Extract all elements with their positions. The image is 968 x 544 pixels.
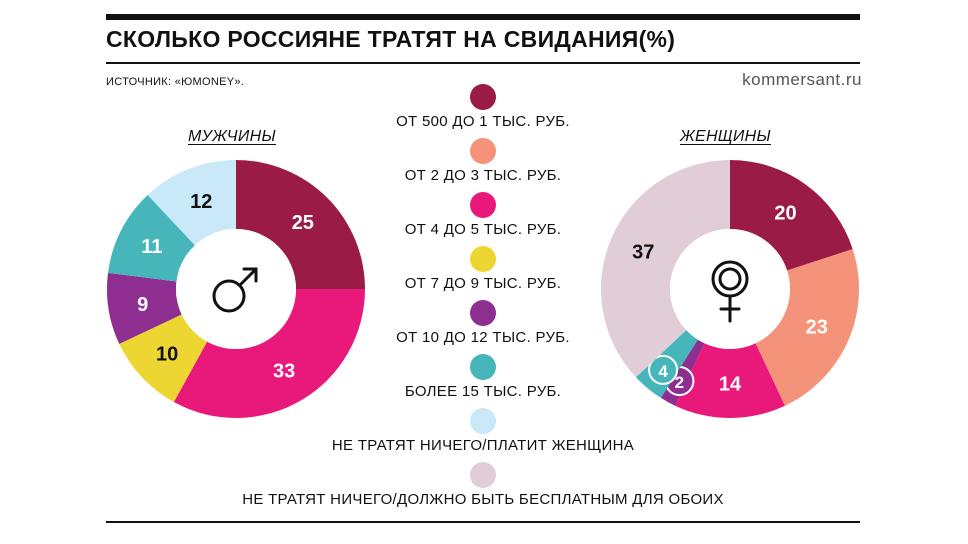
legend-swatch-7	[470, 462, 496, 488]
chart1-slice-1-value-label: 23	[806, 317, 828, 339]
male-symbol-icon	[212, 267, 258, 313]
chart0-center-hole	[176, 229, 296, 349]
legend-swatch-3	[470, 246, 496, 272]
legend-label-1: ОТ 2 ДО 3 ТЫС. РУБ.	[404, 167, 562, 184]
chart-title: СКОЛЬКО РОССИЯНЕ ТРАТЯТ НА СВИДАНИЯ(%)	[106, 26, 676, 52]
chart0-slice-0-value-label: 25	[292, 212, 314, 234]
chart0-slice-1	[173, 289, 365, 418]
legend-label-2: ОТ 4 ДО 5 ТЫС. РУБ.	[404, 221, 562, 238]
chart0-slice-2-value-label: 10	[156, 344, 178, 366]
chart1-slice-0-value-label: 20	[774, 203, 796, 225]
legend-label-4: ОТ 10 ДО 12 ТЫС. РУБ.	[396, 329, 570, 346]
legend-label-5: БОЛЕЕ 15 ТЫС. РУБ.	[404, 383, 562, 400]
women-chart-title: ЖЕНЩИНЫ	[680, 128, 771, 145]
chart0-slice-4-value-label: 11	[141, 236, 162, 258]
chart1-slice-1	[755, 249, 859, 406]
source-note: ИСТОЧНИК: «ЮMONEY».	[106, 76, 245, 88]
chart1-slice-2	[675, 343, 785, 418]
top-rule	[106, 14, 860, 20]
chart0-slice-0	[236, 160, 365, 289]
chart1-slice-2-value-label: 14	[719, 374, 742, 396]
legend-label-6: НЕ ТРАТЯТ НИЧЕГО/ПЛАТИТ ЖЕНЩИНА	[331, 437, 635, 454]
chart0-slice-5	[147, 160, 236, 246]
chart0-slice-4	[108, 194, 195, 282]
chart0-slice-2	[119, 314, 208, 403]
chart1-slice-4-value-label: 4	[658, 362, 668, 381]
bottom-rule	[106, 521, 860, 523]
chart1-slice-4-label-badge	[648, 354, 679, 385]
legend-label-7: НЕ ТРАТЯТ НИЧЕГО/ДОЛЖНО БЫТЬ БЕСПЛАТНЫМ …	[242, 491, 724, 508]
site-credit: kommersant.ru	[742, 70, 862, 89]
chart0-slice-5-value-label: 12	[190, 191, 212, 213]
legend-swatch-0	[470, 84, 496, 110]
chart0-slice-1-value-label: 33	[273, 360, 295, 382]
chart0-slice-3-value-label: 9	[137, 294, 148, 316]
chart1-slice-5-value-label: 37	[632, 241, 654, 263]
chart0-slice-3	[106, 272, 182, 344]
chart1-slice-0	[730, 160, 853, 271]
chart1-slice-3-value-label: 2	[675, 373, 684, 392]
men-chart-title: МУЖЧИНЫ	[188, 128, 276, 145]
legend-swatch-1	[470, 138, 496, 164]
legend-swatch-5	[470, 354, 496, 380]
legend-label-0: ОТ 500 ДО 1 ТЫС. РУБ.	[396, 113, 570, 130]
female-symbol-icon	[711, 260, 749, 323]
legend-swatch-6	[470, 408, 496, 434]
legend-swatch-4	[470, 300, 496, 326]
legend-label-3: ОТ 7 ДО 9 ТЫС. РУБ.	[404, 275, 562, 292]
title-rule	[106, 62, 860, 64]
legend-swatch-2	[470, 192, 496, 218]
chart1-slice-5	[601, 160, 730, 378]
